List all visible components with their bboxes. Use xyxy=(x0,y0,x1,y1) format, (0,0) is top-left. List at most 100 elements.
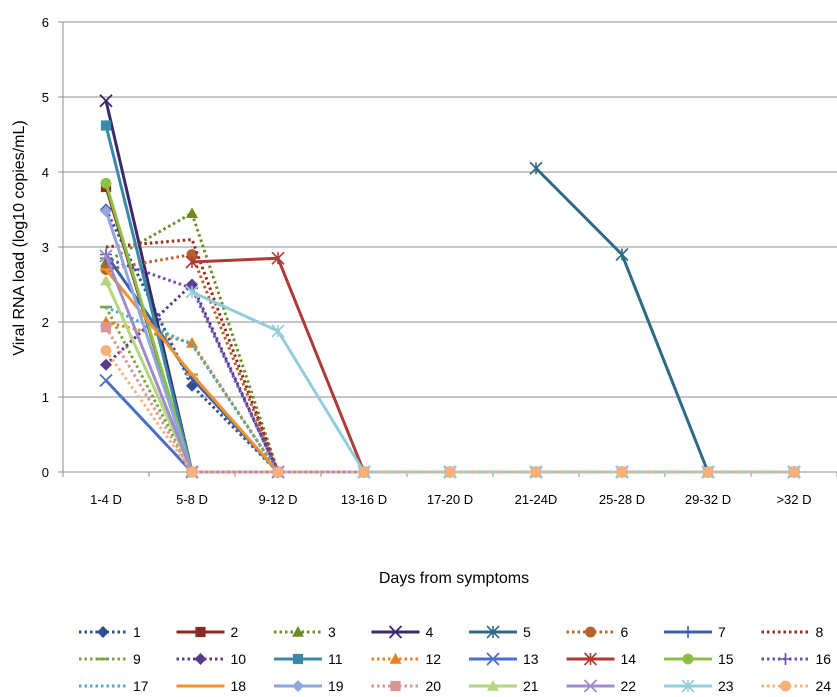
data-point xyxy=(271,251,285,265)
y-tick-label: 3 xyxy=(42,240,49,255)
y-axis-title: Viral RNA load (log10 copies/mL) xyxy=(11,120,28,355)
series-21 xyxy=(100,274,800,477)
legend-item: 17 xyxy=(79,678,149,694)
data-point xyxy=(616,466,628,478)
legend-label: 1 xyxy=(133,624,141,640)
legend-label: 11 xyxy=(328,651,343,667)
legend-label: 6 xyxy=(621,624,629,640)
series-line xyxy=(104,100,794,474)
data-point xyxy=(272,466,284,478)
data-point xyxy=(186,207,198,219)
legend-label: 14 xyxy=(621,651,637,667)
data-point xyxy=(99,94,113,108)
x-tick-label: >32 D xyxy=(776,492,811,507)
y-tick-label: 6 xyxy=(42,15,49,30)
data-point xyxy=(615,247,629,262)
legend-item: 20 xyxy=(371,678,442,694)
legend-label: 24 xyxy=(816,678,832,694)
legend-marker xyxy=(682,653,694,665)
legend-label: 18 xyxy=(231,678,247,694)
legend-marker xyxy=(682,626,694,638)
data-point xyxy=(530,466,542,478)
legend-marker xyxy=(195,626,206,638)
legend-marker xyxy=(583,679,598,693)
series-line xyxy=(191,256,794,474)
data-point xyxy=(702,466,714,478)
data-point xyxy=(444,466,456,478)
x-tick-label: 21-24D xyxy=(515,492,558,507)
legend-marker xyxy=(292,626,304,637)
legend-marker xyxy=(487,680,499,691)
series-line xyxy=(105,238,794,474)
legend-marker xyxy=(292,680,304,692)
series-17 xyxy=(105,305,794,474)
legend-label: 13 xyxy=(523,651,539,667)
legend-marker xyxy=(389,653,402,664)
data-point xyxy=(186,337,198,348)
data-point xyxy=(99,249,113,263)
legend-marker xyxy=(585,626,596,638)
legend-item: 22 xyxy=(566,678,636,694)
series-8 xyxy=(105,238,794,474)
x-tick-label: 5-8 D xyxy=(176,492,208,507)
legend-label: 9 xyxy=(133,651,141,667)
series-line xyxy=(104,306,794,474)
legend-label: 17 xyxy=(133,678,149,694)
series-line xyxy=(105,253,794,474)
y-tick-label: 1 xyxy=(42,390,49,405)
legend-label: 19 xyxy=(328,678,344,694)
legend-marker xyxy=(388,625,403,639)
series-12 xyxy=(100,316,800,477)
series-line xyxy=(104,253,794,474)
legend-item: 23 xyxy=(664,678,734,694)
legend-label: 16 xyxy=(816,651,832,667)
x-tick-label: 17-20 D xyxy=(427,492,473,507)
legend-label: 3 xyxy=(328,624,336,640)
series-line xyxy=(104,208,794,474)
series-line xyxy=(105,211,794,474)
series-2 xyxy=(100,181,800,478)
y-tick-label: 2 xyxy=(42,315,49,330)
legend-marker xyxy=(194,653,207,665)
legend-label: 20 xyxy=(426,678,442,694)
legend-item: 21 xyxy=(469,678,539,694)
series-10 xyxy=(100,278,800,478)
series-line xyxy=(104,349,794,474)
data-point xyxy=(100,345,112,356)
series-15 xyxy=(100,177,800,478)
data-point xyxy=(100,205,112,217)
data-point xyxy=(529,161,543,175)
data-point xyxy=(100,358,112,371)
legend-item: 10 xyxy=(176,651,246,667)
series-line xyxy=(534,167,794,474)
legend-label: 5 xyxy=(523,624,531,640)
data-point xyxy=(185,285,199,299)
legend-label: 7 xyxy=(718,624,726,640)
series-layer xyxy=(99,94,801,479)
legend-item: 6 xyxy=(566,624,629,640)
x-tick-label: 1-4 D xyxy=(90,492,122,507)
legend-item: 11 xyxy=(274,651,343,667)
legend-item: 4 xyxy=(371,624,434,640)
series-23 xyxy=(185,285,801,479)
legend-item: 24 xyxy=(761,678,832,694)
y-tick-labels: 0 1 2 3 4 5 6 xyxy=(42,15,49,480)
legend-label: 4 xyxy=(426,624,434,640)
legend-item: 5 xyxy=(469,624,531,640)
series-5 xyxy=(529,161,801,479)
legend-marker xyxy=(292,653,304,665)
legend-item: 3 xyxy=(274,624,336,640)
x-tick-label: 25-28 D xyxy=(599,492,645,507)
data-point xyxy=(100,177,112,189)
legend-item: 16 xyxy=(761,651,832,667)
data-point xyxy=(186,466,198,478)
legend-marker xyxy=(97,626,109,638)
legend-item: 13 xyxy=(469,651,539,667)
legend-label: 21 xyxy=(523,678,539,694)
legend-marker xyxy=(583,652,598,666)
series-14 xyxy=(185,251,801,479)
legend-item: 1 xyxy=(79,624,141,640)
y-tick-label: 0 xyxy=(42,465,49,480)
